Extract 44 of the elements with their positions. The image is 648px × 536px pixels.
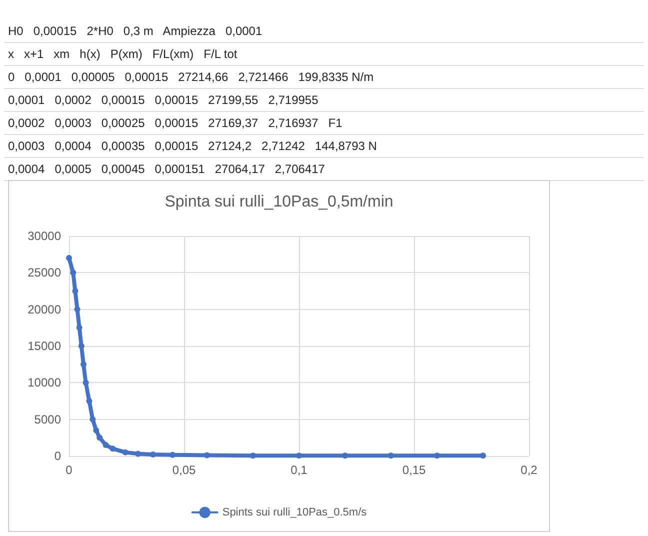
y-tick-label: 10000 [28, 376, 62, 390]
point [93, 427, 100, 434]
point [70, 270, 76, 276]
point [102, 442, 109, 448]
chart-title: Spinta sui rulli_10Pas_0,5m/min [164, 194, 394, 210]
y-tick-label: 5000 [34, 412, 62, 426]
point [90, 416, 96, 422]
point [76, 324, 82, 331]
text: 0 0,0001 0,00005 0,00015 27214,66 2,721466 199,8335 N/m [4, 66, 644, 89]
point [170, 452, 176, 458]
text: 0,0004 0,0005 0,00045 0,000151 27064,17 2,706417 [4, 158, 644, 181]
text: 0,0003 0,0004 0,00035 0,00015 27124,2 2,71242 144,8793 N [4, 135, 644, 158]
x-tick-label: 0,15 [402, 463, 426, 477]
text: x x+1 xm h(x) P(xm) F/L(xm) F/L tot [4, 43, 644, 66]
point [250, 452, 256, 459]
point [480, 452, 486, 459]
y-tick-label: 20000 [28, 302, 62, 316]
y-tick-label: 25000 [28, 266, 62, 280]
text: 0,0001 0,0002 0,00015 0,00015 27199,55 2,719955 [4, 89, 644, 112]
text: H0 0,00015 2*H0 0,3 m Ampiezza 0,0001 [4, 20, 644, 43]
x-tick-label: 0,2 [520, 463, 538, 477]
text: 0,0002 0,0003 0,00025 0,00015 27169,37 2,716937 F1 [4, 112, 644, 135]
point [82, 380, 89, 386]
point [86, 398, 92, 404]
x-tick-label: 0,1 [290, 463, 308, 477]
point [110, 446, 116, 452]
legend-label: Spints sui rulli_10Pas_0.5m/s [222, 506, 368, 518]
point [434, 452, 440, 459]
point [122, 449, 128, 456]
point [204, 452, 210, 458]
x-tick-label: 0 [66, 463, 73, 477]
point [342, 452, 348, 459]
y-tick-label: 30000 [28, 229, 62, 243]
x-tick-label: 0,05 [172, 463, 196, 477]
point [388, 452, 394, 459]
point [296, 452, 302, 459]
y-tick-label: 0 [54, 449, 62, 463]
point [66, 255, 72, 261]
point [135, 450, 141, 457]
y-tick-label: 15000 [28, 339, 62, 353]
point [96, 434, 103, 441]
point [80, 361, 86, 368]
point [72, 288, 78, 294]
point [78, 343, 84, 349]
